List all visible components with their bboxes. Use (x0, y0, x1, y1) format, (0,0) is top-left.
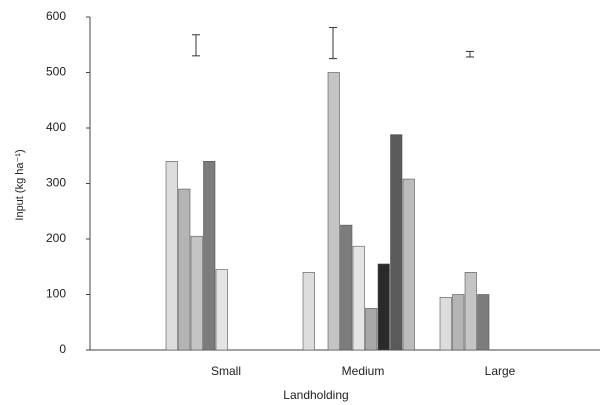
bar (215, 269, 228, 351)
x-tick-label: Small (211, 364, 241, 378)
bar (190, 235, 203, 351)
bar (439, 296, 452, 351)
y-axis-label: Input (kg ha⁻¹) (14, 149, 26, 220)
bar (464, 271, 477, 351)
bar (390, 134, 403, 351)
y-tick-label: 600 (46, 9, 66, 23)
y-tick-label: 500 (46, 65, 66, 79)
y-tick-label: 200 (46, 231, 66, 245)
bar (402, 178, 415, 351)
y-tick-label: 100 (46, 287, 66, 301)
bar (452, 294, 465, 351)
error-bar (329, 27, 337, 60)
y-tick-label: 300 (46, 176, 66, 190)
error-bar (466, 50, 474, 58)
bar (352, 245, 365, 351)
y-tick-label: 400 (46, 120, 66, 134)
bar (302, 271, 315, 351)
bar (340, 224, 353, 351)
bar (365, 308, 378, 351)
bar (377, 263, 390, 351)
x-tick-label: Medium (342, 364, 385, 378)
error-bar (192, 34, 200, 57)
bar (165, 161, 178, 351)
y-tick-label: 0 (59, 342, 66, 356)
bar (477, 294, 490, 351)
bar (327, 72, 340, 351)
x-axis-label: Landholding (283, 388, 348, 402)
x-tick-label: Large (485, 364, 516, 378)
bar (178, 188, 191, 351)
bar (203, 161, 216, 351)
